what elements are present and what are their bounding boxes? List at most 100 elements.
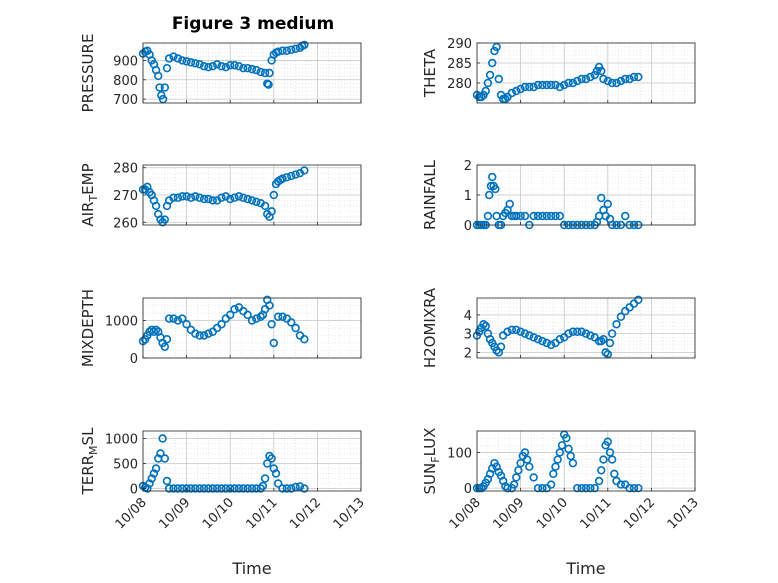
- data-point: [603, 76, 612, 86]
- data-point: [605, 338, 615, 348]
- xtick-label: 10/11: [578, 495, 615, 532]
- data-point: [491, 184, 500, 194]
- data-point: [239, 484, 248, 493]
- axis-ylabel-6: TERRMSL: [79, 427, 100, 496]
- data-point: [195, 331, 204, 340]
- data-point: [217, 62, 226, 71]
- data-point: [577, 74, 586, 84]
- data-point: [616, 76, 626, 86]
- data-point: [512, 211, 521, 221]
- axis-ylabel-1: THETA: [421, 48, 439, 98]
- data-point: [512, 86, 521, 96]
- data-point: [607, 329, 617, 338]
- data-point: [287, 484, 296, 493]
- data-point: [597, 193, 606, 203]
- data-point: [594, 476, 604, 486]
- xtick-label: 10/10: [200, 495, 237, 532]
- data-point: [247, 316, 257, 325]
- data-point: [607, 78, 617, 88]
- data-point: [597, 66, 606, 76]
- data-point: [156, 449, 165, 458]
- data-point: [529, 333, 538, 342]
- data-point: [160, 342, 170, 351]
- data-point: [581, 483, 591, 493]
- data-point: [300, 484, 309, 493]
- ytick-label: 280: [447, 77, 472, 92]
- data-point: [149, 469, 159, 478]
- data-point: [164, 484, 174, 493]
- data-point: [525, 82, 534, 92]
- data-point: [485, 190, 494, 200]
- data-point: [182, 320, 191, 329]
- data-point: [258, 481, 268, 491]
- axes-frame: [142, 297, 362, 359]
- data-point: [158, 434, 167, 443]
- data-point: [204, 62, 213, 72]
- data-point: [230, 193, 239, 202]
- data-point: [221, 62, 231, 72]
- data-point: [269, 464, 278, 473]
- data-point: [551, 211, 560, 221]
- data-point: [173, 193, 183, 202]
- data-point: [538, 211, 547, 221]
- data-point: [529, 82, 538, 92]
- data-point: [573, 483, 582, 493]
- axis-ylabel-5: H2OMIXRA: [421, 287, 439, 368]
- data-point: [182, 192, 191, 201]
- data-point: [507, 325, 517, 335]
- data-point: [178, 56, 187, 65]
- data-point: [230, 484, 239, 493]
- data-point: [191, 329, 200, 338]
- data-point: [178, 192, 187, 201]
- data-point: [601, 348, 610, 357]
- data-point: [169, 193, 178, 202]
- data-point: [273, 479, 283, 488]
- data-point: [217, 193, 226, 202]
- data-point: [247, 64, 257, 74]
- data-point: [247, 196, 257, 205]
- xtick-label: 10/12: [621, 495, 658, 532]
- data-point: [507, 88, 517, 98]
- data-point: [208, 484, 217, 493]
- data-point: [252, 314, 261, 323]
- data-point: [162, 63, 172, 73]
- data-point: [300, 335, 309, 344]
- data-point: [151, 464, 161, 473]
- data-point: [629, 483, 639, 493]
- ytick-label: 800: [113, 74, 138, 89]
- data-point: [295, 482, 305, 491]
- data-point: [160, 83, 170, 92]
- ytick-label: 2: [464, 159, 472, 174]
- data-point: [186, 484, 196, 493]
- data-point: [212, 60, 222, 69]
- data-point: [586, 483, 595, 493]
- data-point: [621, 211, 630, 221]
- axes-frame: [476, 297, 696, 359]
- data-point: [267, 454, 276, 463]
- data-point: [542, 80, 551, 90]
- data-point: [160, 454, 170, 463]
- data-point: [278, 46, 287, 55]
- data-point: [529, 473, 538, 482]
- data-point: [538, 80, 547, 90]
- ytick-label: 4: [464, 309, 472, 324]
- data-point: [520, 329, 530, 338]
- data-point: [269, 338, 278, 348]
- data-point: [158, 94, 168, 104]
- data-point: [208, 62, 217, 71]
- data-point: [538, 483, 547, 493]
- data-point: [191, 484, 200, 493]
- data-point: [287, 171, 296, 181]
- data-point: [291, 44, 300, 54]
- data-point: [533, 483, 543, 493]
- data-point: [564, 329, 573, 338]
- data-point: [226, 484, 235, 493]
- data-point: [157, 91, 166, 100]
- data-point: [234, 192, 244, 201]
- data-point: [191, 59, 200, 68]
- data-point: [154, 71, 163, 81]
- xtick-label: 10/09: [490, 495, 527, 532]
- data-point: [162, 476, 172, 486]
